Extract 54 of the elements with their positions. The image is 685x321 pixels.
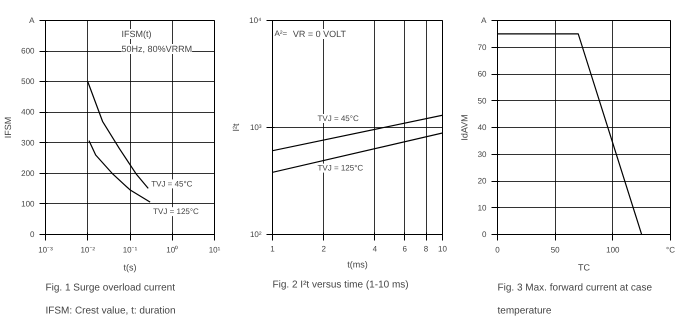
y-tick-label: 10² <box>250 230 262 239</box>
y-tick-label: 20 <box>478 176 488 186</box>
y-axis-title: I²t <box>231 123 242 132</box>
x-axis-title: t(ms) <box>347 260 368 270</box>
text: temperature <box>498 306 552 316</box>
x-tick-label: 10 <box>438 244 448 254</box>
x-tick-label: 2 <box>321 244 326 254</box>
x-axis-title: t(s) <box>124 262 137 272</box>
y-tick-label: 600 <box>21 46 36 56</box>
annotation: VR = 0 VOLT <box>292 29 347 40</box>
x-tick-label: 4 <box>372 244 378 254</box>
series-label: TVJ = 45°C <box>151 179 193 188</box>
y-tick-label: 10³ <box>250 123 262 132</box>
y-tick-label: 0 <box>30 230 36 239</box>
x-tick-label: 10⁰ <box>166 246 178 254</box>
y-tick-label: 60 <box>478 70 488 78</box>
y-axis-title: IFSM <box>3 116 14 138</box>
y-tick-label: 500 <box>21 77 36 86</box>
x-tick-label: 6 <box>402 244 408 254</box>
y-tick-label: 10⁴ <box>249 16 262 25</box>
y-tick-label: 400 <box>21 108 36 117</box>
y-tick-label: 200 <box>21 168 36 178</box>
y-tick-label: 100 <box>21 199 36 208</box>
annotation: IFSM(t) <box>122 29 152 40</box>
text: IFSM: Crest value, t: duration <box>46 306 176 316</box>
y-tick-label: 50 <box>478 96 488 106</box>
x-tick-label: 10⁻³ <box>38 246 54 254</box>
x-tick-label: 10⁻² <box>80 246 96 254</box>
series-label: TVJ = 125°C <box>318 164 364 173</box>
x-tick-label: 10¹ <box>208 246 221 254</box>
annotation: A²= <box>274 29 288 38</box>
y-tick-label: 40 <box>478 123 488 132</box>
y-axis-title: IdAVM <box>460 114 470 141</box>
y-tick-label: 300 <box>21 138 36 148</box>
caption: Fig. 3 Max. forward current at case <box>498 282 652 294</box>
x-tick-label: 0 <box>495 246 500 254</box>
x-tick-label: 1 <box>270 244 276 254</box>
caption: Fig. 2 I²t versus time (1-10 ms) <box>272 280 409 290</box>
y-tick-label: 10 <box>478 203 488 212</box>
x-tick-label: 8 <box>424 244 429 254</box>
y-tick-label: 30 <box>478 150 488 159</box>
annotation: 50Hz, 80%VRRM <box>122 44 192 54</box>
series-label: TVJ = 125°C <box>153 207 200 216</box>
y-tick-label: 0 <box>482 230 488 239</box>
x-axis-title: TC <box>578 262 590 272</box>
x-tick-label: 50 <box>550 246 560 254</box>
series-label: TVJ = 45°C <box>318 114 359 123</box>
y-tick-label: 70 <box>478 42 488 52</box>
x-tick-label: °C <box>666 246 676 254</box>
x-tick-label: 10⁻¹ <box>122 246 138 254</box>
caption: Fig. 1 Surge overload current <box>46 282 176 294</box>
y-tick-label: A <box>29 16 36 25</box>
y-tick-label: A <box>481 16 488 25</box>
x-tick-label: 100 <box>606 246 620 254</box>
